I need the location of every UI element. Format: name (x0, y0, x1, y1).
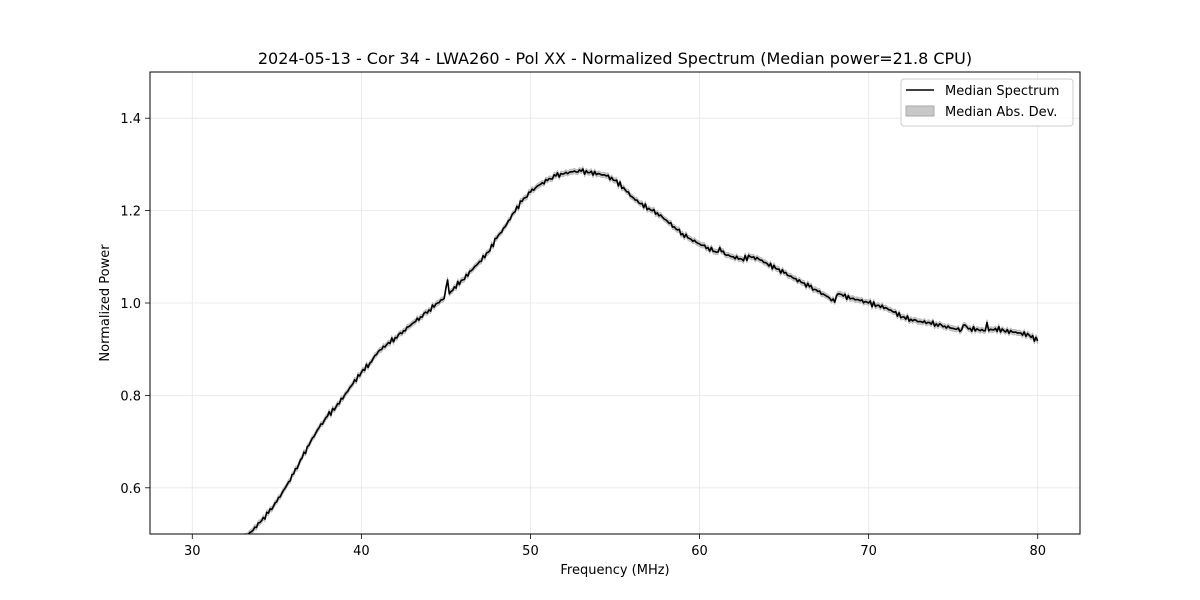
y-axis-label: Normalized Power (98, 244, 113, 362)
x-tick-label: 30 (184, 544, 201, 559)
x-tick-label: 70 (860, 544, 877, 559)
plot-data (243, 165, 1039, 534)
y-axis-ticks: 0.6 0.8 1.0 1.2 1.4 (120, 112, 150, 497)
y-tick-label: 1.0 (120, 297, 141, 312)
y-tick-label: 0.6 (120, 482, 141, 497)
legend: Median Spectrum Median Abs. Dev. (900, 78, 1074, 127)
x-tick-label: 40 (353, 544, 370, 559)
x-tick-label: 80 (1029, 544, 1046, 559)
legend-band-swatch (905, 105, 935, 117)
mad-band (243, 165, 1038, 534)
legend-entry-median-abs-dev: Median Abs. Dev. (945, 105, 1057, 120)
x-axis-label: Frequency (MHz) (560, 563, 669, 578)
chart-title: 2024-05-13 - Cor 34 - LWA260 - Pol XX - … (258, 49, 972, 68)
x-tick-label: 60 (691, 544, 708, 559)
y-tick-label: 1.2 (120, 205, 141, 220)
x-tick-label: 50 (522, 544, 539, 559)
legend-box (900, 78, 1074, 127)
legend-entry-median-spectrum: Median Spectrum (945, 84, 1059, 99)
median-spectrum-line (247, 168, 1039, 534)
y-tick-label: 0.8 (120, 389, 141, 404)
y-tick-label: 1.4 (120, 112, 141, 127)
x-axis-ticks: 30 40 50 60 70 80 (184, 534, 1046, 559)
grid (150, 72, 1080, 534)
